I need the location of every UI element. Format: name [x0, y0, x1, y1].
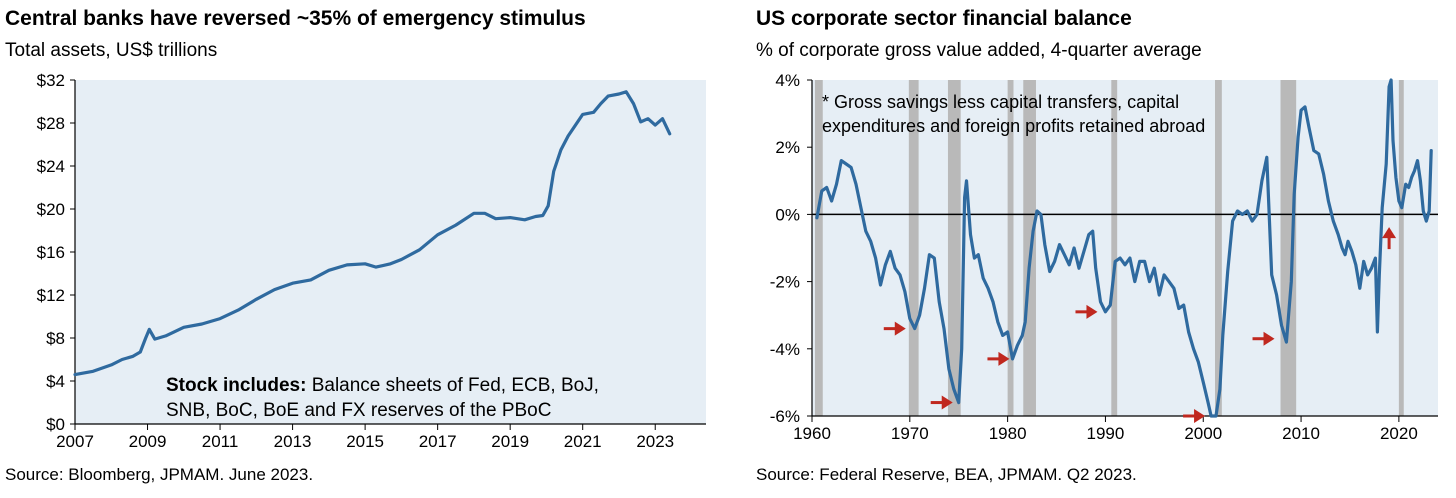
trough-arrow [987, 351, 1010, 366]
right-x-tick-label: 1970 [891, 424, 929, 443]
trough-arrow [1075, 304, 1098, 319]
trough-arrow [1382, 227, 1397, 250]
trough-arrow [1252, 331, 1275, 346]
right-x-tick-label: 1960 [793, 424, 831, 443]
left-y-tick-label: $0 [46, 415, 65, 434]
recession-band [1111, 80, 1118, 416]
right-x-tick-label: 2000 [1184, 424, 1222, 443]
right-chart: -6% -4% -2% 0% 2% 4% 1960 1970 1980 1990 2000 2010 2… [770, 71, 1438, 443]
trough-arrow [930, 395, 953, 410]
left-y-tick-label: $32 [37, 71, 65, 90]
left-note-line1: Stock includes: Balance sheets of Fed, E… [166, 375, 599, 396]
right-y-tick-label: -4% [770, 340, 800, 359]
right-y-tick-label: 4% [775, 71, 800, 90]
right-x-tick-label: 2020 [1380, 424, 1418, 443]
right-note-line1: * Gross savings less capital transfers, … [822, 92, 1179, 112]
recession-band [1214, 80, 1222, 416]
right-series-line [815, 78, 1433, 418]
left-note-line2: SNB, BoC, BoE and FX reserves of the PBo… [166, 400, 551, 421]
right-x-tick-label: 1990 [1087, 424, 1125, 443]
left-y-tick-label: $16 [37, 243, 65, 262]
left-x-tick-label: 2019 [491, 432, 529, 451]
left-plot-area [75, 80, 706, 424]
left-x-tick-label: 2009 [129, 432, 167, 451]
right-y-tick-label: -6% [770, 407, 800, 426]
recession-band [1023, 80, 1036, 416]
left-y-tick-label: $24 [37, 157, 65, 176]
left-series-line [73, 90, 672, 377]
left-y-tick-label: $12 [37, 286, 65, 305]
right-note-line2: expenditures and foreign profits retaine… [822, 116, 1205, 136]
recession-band [1007, 80, 1014, 416]
trough-arrow [1183, 409, 1206, 423]
right-source-note: Source: Federal Reserve, BEA, JPMAM. Q2 … [756, 465, 1137, 484]
left-x-tick-label: 2021 [564, 432, 602, 451]
left-note-bold: Stock includes: [166, 375, 306, 396]
right-x-tick-label: 2010 [1282, 424, 1320, 443]
left-y-tick-label: $4 [46, 372, 65, 391]
trough-arrow [883, 321, 906, 336]
right-y-tick-label: -2% [770, 273, 800, 292]
right-x-tick-label: 1980 [989, 424, 1027, 443]
left-y-tick-label: $28 [37, 114, 65, 133]
left-note-text: Balance sheets of Fed, ECB, BoJ, [306, 375, 599, 396]
left-x-tick-label: 2017 [419, 432, 457, 451]
left-y-tick-label: $8 [46, 329, 65, 348]
left-x-tick-label: 2015 [346, 432, 384, 451]
right-y-tick-label: 0% [775, 205, 800, 224]
left-x-tick-label: 2011 [202, 432, 239, 451]
left-source-note: Source: Bloomberg, JPMAM. June 2023. [5, 465, 314, 484]
left-x-tick-label: 2023 [636, 432, 674, 451]
left-chart-subtitle: Total assets, US$ trillions [5, 40, 218, 61]
left-x-tick-label: 2007 [56, 432, 94, 451]
recession-band [908, 80, 919, 416]
right-y-tick-label: 2% [775, 138, 800, 157]
right-chart-title: US corporate sector financial balance [756, 7, 1132, 30]
left-chart: $0 $4 $8 $12 $16 $20 $24 $28 $32 2007 2009 2011 2013… [37, 71, 706, 451]
right-chart-subtitle: % of corporate gross value added, 4-quar… [756, 40, 1202, 61]
recession-band [814, 80, 823, 416]
left-x-tick-label: 2013 [274, 432, 312, 451]
recession-band [947, 80, 961, 416]
left-y-tick-label: $20 [37, 200, 65, 219]
left-chart-title: Central banks have reversed ~35% of emer… [5, 7, 586, 30]
recession-band [1398, 80, 1404, 416]
